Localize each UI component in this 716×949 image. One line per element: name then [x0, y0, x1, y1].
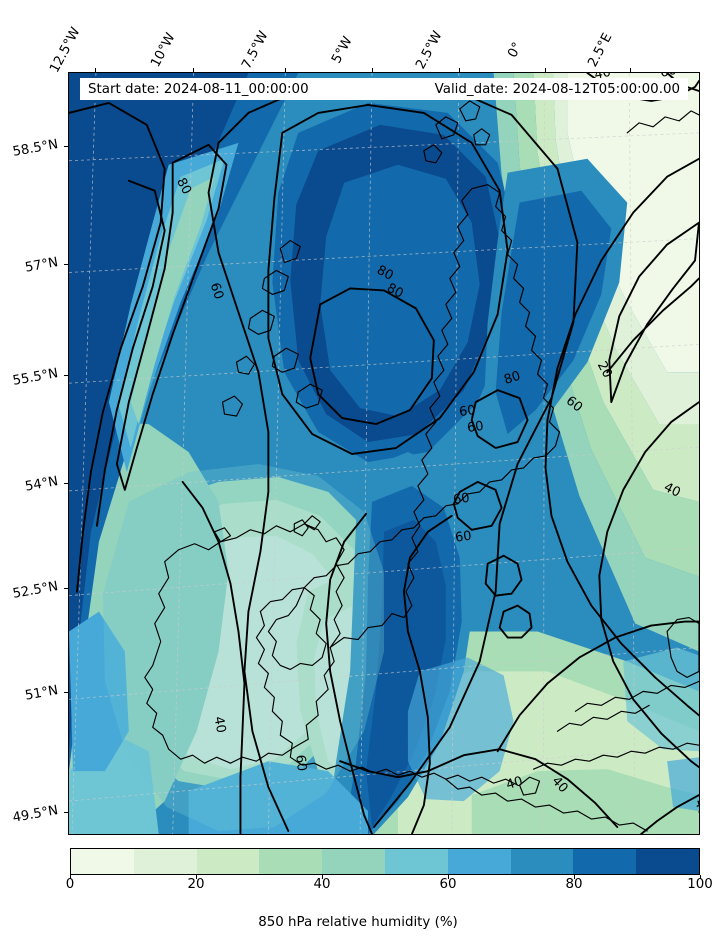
lat-tick-mark [64, 264, 68, 265]
lon-tick-label: 5°W [329, 34, 356, 67]
lat-tick-mark [64, 588, 68, 589]
lat-tick-label: 55.5°N [11, 366, 60, 389]
date-banner: Start date: 2024-08-11_00:00:00 Valid_da… [80, 78, 688, 100]
colorbar-band [322, 849, 385, 874]
svg-text:40: 40 [211, 715, 229, 734]
colorbar-tick-mark [700, 875, 701, 879]
lat-tick-label: 51°N [23, 683, 60, 704]
colorbar-tick-label: 100 [687, 877, 713, 892]
colorbar-band [196, 849, 260, 874]
start-date-label: Start date: 2024-08-11_00:00:00 [88, 81, 309, 97]
colorbar-tick-mark [574, 875, 575, 879]
svg-text:60: 60 [454, 529, 472, 546]
colorbar-band [259, 849, 323, 874]
svg-text:80: 80 [502, 369, 522, 388]
colorbar-band [384, 849, 448, 874]
svg-text:60: 60 [659, 73, 678, 81]
lon-tick-mark [193, 68, 194, 72]
svg-text:20: 20 [594, 359, 615, 381]
lon-tick-mark [459, 68, 460, 72]
colorbar-title: 850 hPa relative humidity (%) [258, 915, 458, 930]
lat-tick-mark [64, 483, 68, 484]
colorbar-band [133, 849, 197, 874]
lat-tick-mark [64, 812, 68, 813]
colorbar-tick-label: 40 [313, 877, 331, 892]
colorbar-tick-label: 20 [187, 877, 205, 892]
lat-tick-label: 58.5°N [11, 137, 60, 160]
svg-text:80: 80 [384, 281, 406, 302]
colorbar-band [71, 849, 134, 874]
colorbar-tick-mark [196, 875, 197, 879]
lat-tick-label: 54°N [23, 474, 60, 495]
lon-tick-mark [95, 68, 96, 72]
colorbar-tick-label: 0 [65, 877, 75, 892]
lon-tick-mark [285, 68, 286, 72]
colorbar-band [636, 849, 699, 874]
lon-tick-label: 0° [505, 40, 526, 61]
lat-tick-mark [64, 692, 68, 693]
lat-tick-mark [64, 375, 68, 376]
svg-text:40: 40 [505, 774, 525, 793]
colorbar-band [510, 849, 574, 874]
map-plot-area[interactable]: 80 60 80 80 80 60 60 60 20 40 60 60 40 6… [68, 72, 700, 835]
colorbar-tick-mark [70, 875, 71, 879]
svg-text:40: 40 [661, 480, 682, 501]
svg-text:80: 80 [374, 263, 396, 284]
svg-text:60: 60 [452, 491, 470, 508]
lat-tick-label: 52.5°N [11, 579, 60, 602]
colorbar-tick-mark [448, 875, 449, 879]
colorbar-tick-labels: 0 20 40 60 80 100 [0, 877, 716, 897]
svg-text:60: 60 [292, 754, 309, 772]
colorbar[interactable] [70, 848, 700, 875]
lon-tick-mark [372, 68, 373, 72]
lon-tick-mark [545, 68, 546, 72]
svg-text:60: 60 [458, 403, 476, 420]
lat-tick-label: 49.5°N [11, 803, 60, 826]
svg-text:40: 40 [593, 73, 612, 83]
svg-text:40: 40 [691, 798, 699, 818]
svg-text:80: 80 [173, 176, 194, 198]
humidity-contour-map: 80 60 80 80 80 60 60 60 20 40 60 60 40 6… [69, 73, 699, 834]
lat-tick-mark [64, 146, 68, 147]
colorbar-tick-label: 80 [565, 877, 583, 892]
svg-text:60: 60 [466, 419, 484, 436]
valid-date-label: Valid_date: 2024-08-12T05:00:00.00 [434, 81, 680, 97]
lat-tick-label: 57°N [23, 255, 60, 276]
colorbar-band [447, 849, 511, 874]
colorbar-tick-mark [322, 875, 323, 879]
colorbar-band [573, 849, 637, 874]
colorbar-tick-label: 60 [439, 877, 457, 892]
lon-tick-mark [630, 68, 631, 72]
svg-text:60: 60 [207, 281, 226, 301]
